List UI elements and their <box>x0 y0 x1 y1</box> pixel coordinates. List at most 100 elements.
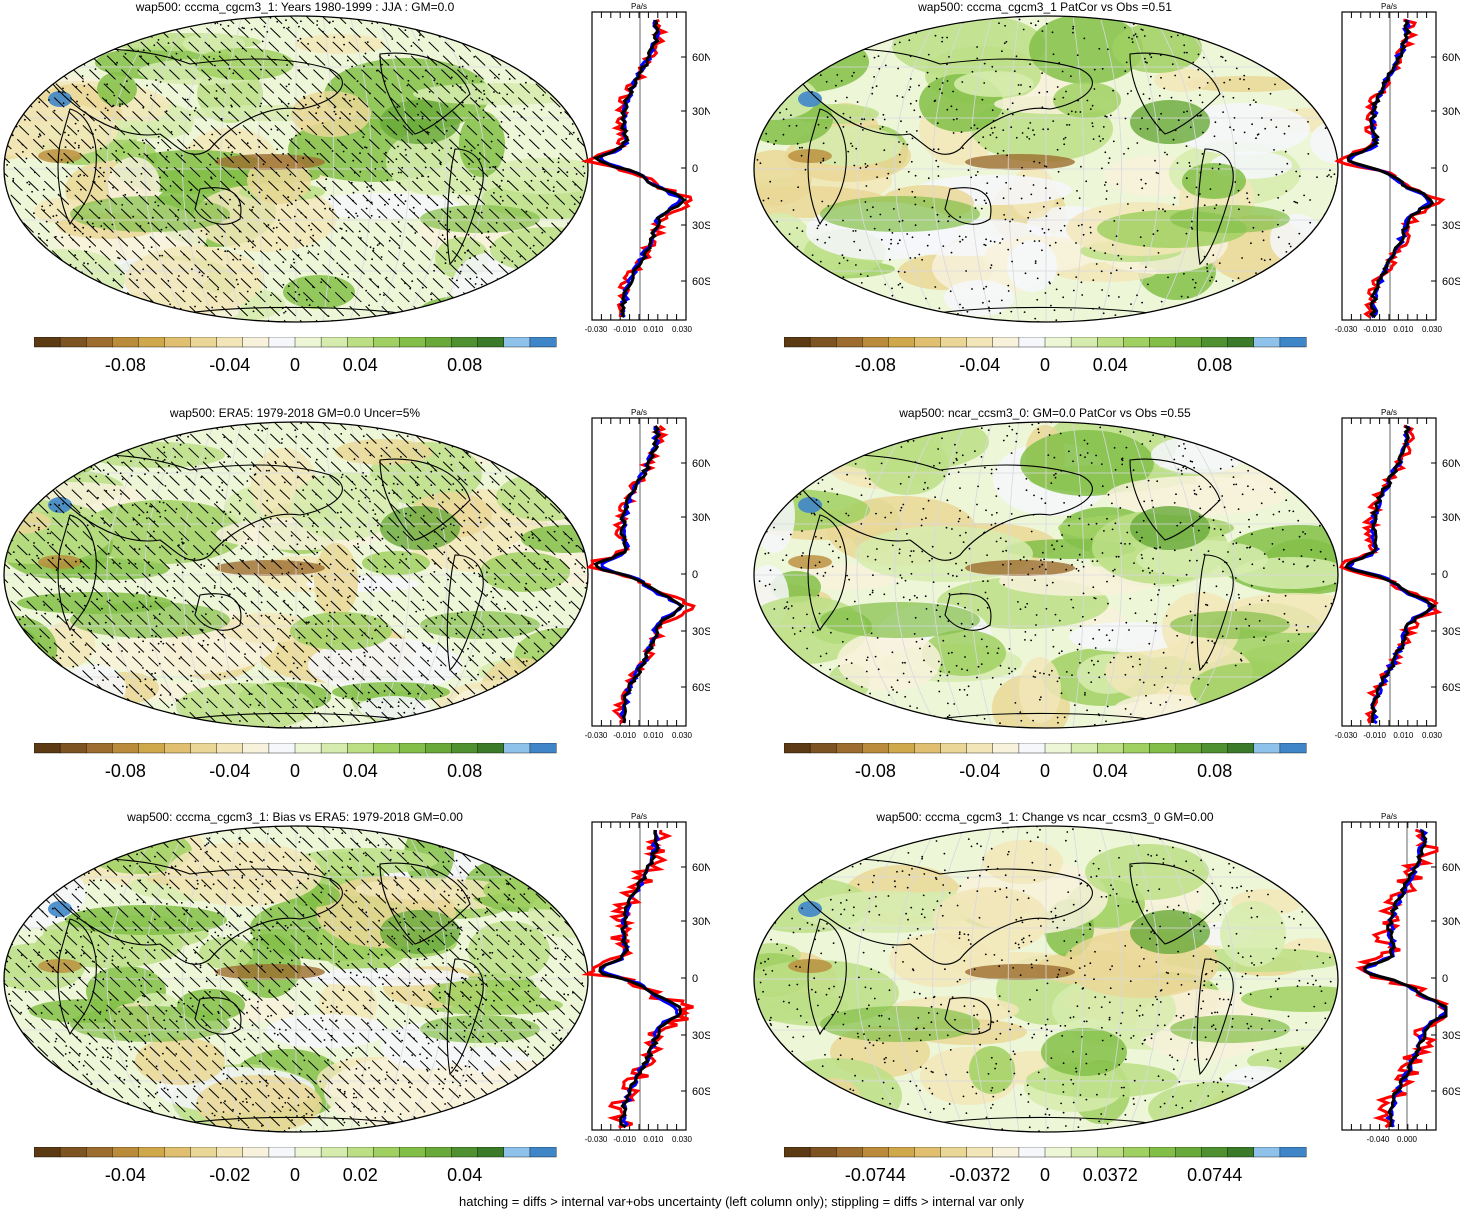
profile-tick-label: -0.030 <box>1335 325 1358 334</box>
colorbar-box <box>966 1147 994 1158</box>
colorbar-label: -0.04 <box>209 355 250 375</box>
colorbar-box <box>914 1147 942 1158</box>
profile-unit: Pa/s <box>1381 2 1397 11</box>
profile-unit: Pa/s <box>631 812 647 821</box>
lat-label: 0 <box>692 163 698 175</box>
colorbar-box <box>1018 743 1046 754</box>
colorbar-box <box>190 337 218 348</box>
profile-unit: Pa/s <box>1381 408 1397 417</box>
colorbar-box <box>294 337 322 348</box>
profile-line-obs <box>581 18 693 318</box>
profile-tick-label: 0.010 <box>643 731 664 740</box>
colorbar-box <box>529 337 557 348</box>
colorbar-label: -0.08 <box>855 355 896 375</box>
colorbar-box <box>940 337 968 348</box>
profile-tick-label: -0.040 <box>1367 1135 1390 1144</box>
colorbar-box <box>373 743 400 754</box>
colorbar-label: 0.04 <box>447 1165 482 1185</box>
colorbar-label: 0 <box>1040 355 1050 375</box>
panel-title: wap500: ncar_ccsm3_0: GM=0.0 PatCor vs O… <box>899 406 1191 420</box>
lat-label: 30S <box>1442 1030 1460 1042</box>
colorbar-box <box>888 337 916 348</box>
colorbar-box <box>1070 1147 1098 1158</box>
profile-tick-label: -0.030 <box>585 325 608 334</box>
colorbar-box <box>1279 743 1307 754</box>
colorbar-label: -0.04 <box>105 1165 146 1185</box>
colorbar-box <box>34 337 61 348</box>
panel-title: wap500: ERA5: 1979-2018 GM=0.0 Uncer=5% <box>169 406 421 420</box>
colorbar-box <box>503 743 531 754</box>
zonal-mean-profile: Pa/s -0.030 -0.010 0.010 0.030 60N 30N 0 30S 60S <box>581 2 710 334</box>
colorbar-box <box>1044 337 1072 348</box>
colorbar-box <box>862 743 889 754</box>
lat-label: 60N <box>692 52 710 64</box>
colorbar-box <box>477 337 505 348</box>
colorbar-box <box>399 1147 426 1158</box>
colorbar-box <box>1227 337 1255 348</box>
robinson-map <box>3 421 589 729</box>
profile-tick-label: 0.010 <box>1393 731 1414 740</box>
colorbar-label: 0 <box>1040 1165 1050 1185</box>
colorbar-box <box>451 337 479 348</box>
colorbar-box <box>1018 1147 1046 1158</box>
lat-label: 0 <box>1442 163 1448 175</box>
lat-label: 0 <box>692 569 698 581</box>
colorbar-box <box>112 1147 139 1158</box>
profile-tick-label: -0.030 <box>585 1135 608 1144</box>
map-panel: wap500: cccma_cgcm3_1: Bias vs ERA5: 197… <box>0 810 740 1210</box>
colorbar-box <box>1097 1147 1124 1158</box>
colorbar-box <box>862 1147 889 1158</box>
colorbar-box <box>373 1147 400 1158</box>
colorbar-box <box>425 1147 453 1158</box>
colorbar-label: 0 <box>1040 761 1050 781</box>
lat-label: 30N <box>1442 106 1460 118</box>
colorbar-label: 0.08 <box>447 761 482 781</box>
profile-line-obs <box>1339 424 1443 724</box>
colorbar-box <box>138 1147 166 1158</box>
panel-title: wap500: cccma_cgcm3_1 PatCor vs Obs =0.5… <box>918 0 1172 14</box>
colorbar-box <box>1227 743 1255 754</box>
colorbar-box <box>503 337 531 348</box>
panel-title: wap500: cccma_cgcm3_1: Bias vs ERA5: 197… <box>127 810 463 824</box>
colorbar-label: 0.04 <box>343 355 378 375</box>
profile-tick-label: -0.010 <box>1363 731 1386 740</box>
profile-tick-label: -0.030 <box>585 731 608 740</box>
lat-label: 30S <box>692 1030 710 1042</box>
colorbar: -0.08 -0.04 0 0.04 0.08 <box>34 337 557 375</box>
profile-line-ensemble <box>592 19 686 318</box>
colorbar: -0.08 -0.04 0 0.04 0.08 <box>784 743 1307 781</box>
colorbar-box <box>1070 743 1098 754</box>
colorbar-box <box>1149 337 1176 348</box>
colorbar-box <box>914 743 942 754</box>
colorbar-box <box>268 337 296 348</box>
colorbar-label: 0 <box>290 355 300 375</box>
lat-label: 30N <box>692 512 710 524</box>
colorbar-box <box>86 1147 113 1158</box>
colorbar-box <box>320 337 348 348</box>
colorbar-box <box>836 1147 863 1158</box>
colorbar-box <box>1253 1147 1281 1158</box>
colorbar-box <box>294 743 322 754</box>
profile-tick-label: 0.030 <box>672 731 693 740</box>
colorbar-label: 0 <box>290 761 300 781</box>
colorbar-box <box>836 337 863 348</box>
lat-label: 0 <box>1442 973 1448 985</box>
colorbar-box <box>399 743 426 754</box>
colorbar-box <box>216 743 244 754</box>
lat-label: 0 <box>692 973 698 985</box>
lat-label: 30N <box>1442 512 1460 524</box>
colorbar-label: -0.08 <box>105 355 146 375</box>
lat-label: 60N <box>692 458 710 470</box>
colorbar-box <box>138 337 166 348</box>
colorbar-box <box>940 1147 968 1158</box>
colorbar-label: 0.02 <box>343 1165 378 1185</box>
lat-label: 30S <box>1442 626 1460 638</box>
profile-tick-label: -0.030 <box>1335 731 1358 740</box>
colorbar-label: 0.04 <box>1093 761 1128 781</box>
colorbar-box <box>294 1147 322 1158</box>
map-panel: wap500: cccma_cgcm3_1: Change vs ncar_cc… <box>750 810 1483 1210</box>
profile-tick-label: 0.030 <box>1422 731 1443 740</box>
lat-label: 60N <box>1442 862 1460 874</box>
colorbar-label: -0.08 <box>855 761 896 781</box>
lat-label: 30S <box>692 626 710 638</box>
